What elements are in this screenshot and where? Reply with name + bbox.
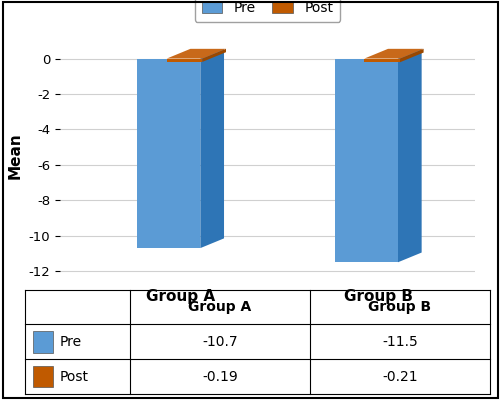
Text: Group A: Group A xyxy=(188,300,252,314)
Polygon shape xyxy=(202,49,226,62)
Polygon shape xyxy=(364,49,424,58)
Bar xyxy=(32,331,52,353)
Y-axis label: Mean: Mean xyxy=(8,133,23,179)
Polygon shape xyxy=(364,58,400,62)
Text: Group A: Group A xyxy=(146,289,215,304)
Polygon shape xyxy=(334,58,398,262)
Polygon shape xyxy=(137,58,200,248)
Text: -0.19: -0.19 xyxy=(202,370,238,384)
Polygon shape xyxy=(398,49,421,262)
Polygon shape xyxy=(166,58,202,62)
Text: -11.5: -11.5 xyxy=(382,335,418,349)
Polygon shape xyxy=(166,49,226,58)
Text: Pre: Pre xyxy=(60,335,82,349)
Legend: Pre, Post: Pre, Post xyxy=(194,0,340,22)
Text: Group B: Group B xyxy=(368,300,432,314)
Text: -10.7: -10.7 xyxy=(202,335,238,349)
Polygon shape xyxy=(200,49,224,248)
Text: Group B: Group B xyxy=(344,289,412,304)
Text: Post: Post xyxy=(60,370,89,384)
Bar xyxy=(32,366,52,387)
Text: -0.21: -0.21 xyxy=(382,370,418,384)
Polygon shape xyxy=(400,49,423,62)
